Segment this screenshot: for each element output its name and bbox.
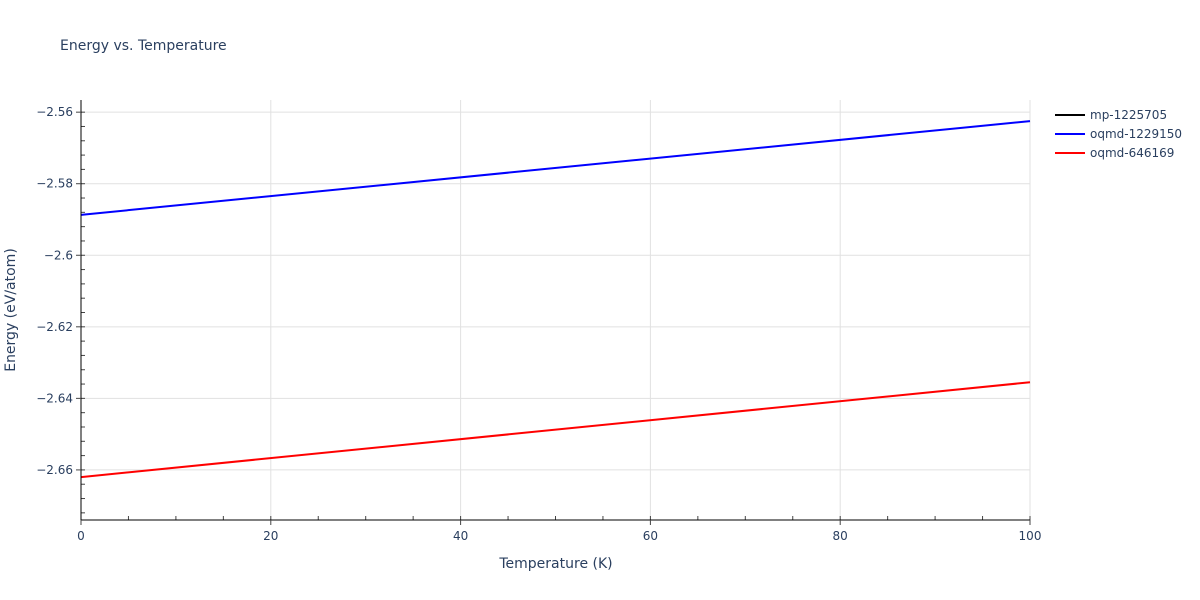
legend-label: mp-1225705	[1090, 108, 1167, 122]
series-line-oqmd-646169[interactable]	[80, 381, 1031, 479]
y-tick-label: −2.58	[36, 177, 73, 191]
x-tick-label: 20	[263, 529, 278, 543]
plot-area[interactable]	[80, 120, 1031, 479]
legend-item-oqmd-1229150[interactable]: oqmd-1229150	[1055, 127, 1182, 141]
y-axis-title: Energy (eV/atom)	[3, 248, 19, 372]
x-axis-title: Temperature (K)	[498, 556, 612, 572]
x-tick-label: 0	[77, 529, 85, 543]
x-tick-label: 60	[643, 529, 658, 543]
x-tick-label: 100	[1019, 529, 1042, 543]
x-axis-ticks: 0 20 40 60 80 100	[77, 520, 1041, 543]
y-tick-label: −2.62	[36, 320, 73, 334]
y-tick-label: −2.66	[36, 463, 73, 477]
grid-lines	[81, 100, 1031, 520]
x-tick-label: 40	[453, 529, 468, 543]
legend-item-mp-1225705[interactable]: mp-1225705	[1055, 108, 1167, 122]
legend[interactable]: mp-1225705 oqmd-1229150 oqmd-646169	[1055, 108, 1182, 160]
y-tick-label: −2.64	[36, 391, 73, 405]
legend-label: oqmd-646169	[1090, 146, 1174, 160]
x-tick-label: 80	[833, 529, 848, 543]
series-line-oqmd-1229150[interactable]	[80, 120, 1031, 216]
y-axis-ticks: −2.56 −2.58 −2.6 −2.62 −2.64 −2.66	[36, 105, 81, 477]
legend-item-oqmd-646169[interactable]: oqmd-646169	[1055, 146, 1174, 160]
chart-title: Energy vs. Temperature	[60, 38, 227, 54]
y-tick-label: −2.6	[44, 248, 73, 262]
y-tick-label: −2.56	[36, 105, 73, 119]
legend-label: oqmd-1229150	[1090, 127, 1182, 141]
minor-ticks	[80, 111, 1031, 520]
